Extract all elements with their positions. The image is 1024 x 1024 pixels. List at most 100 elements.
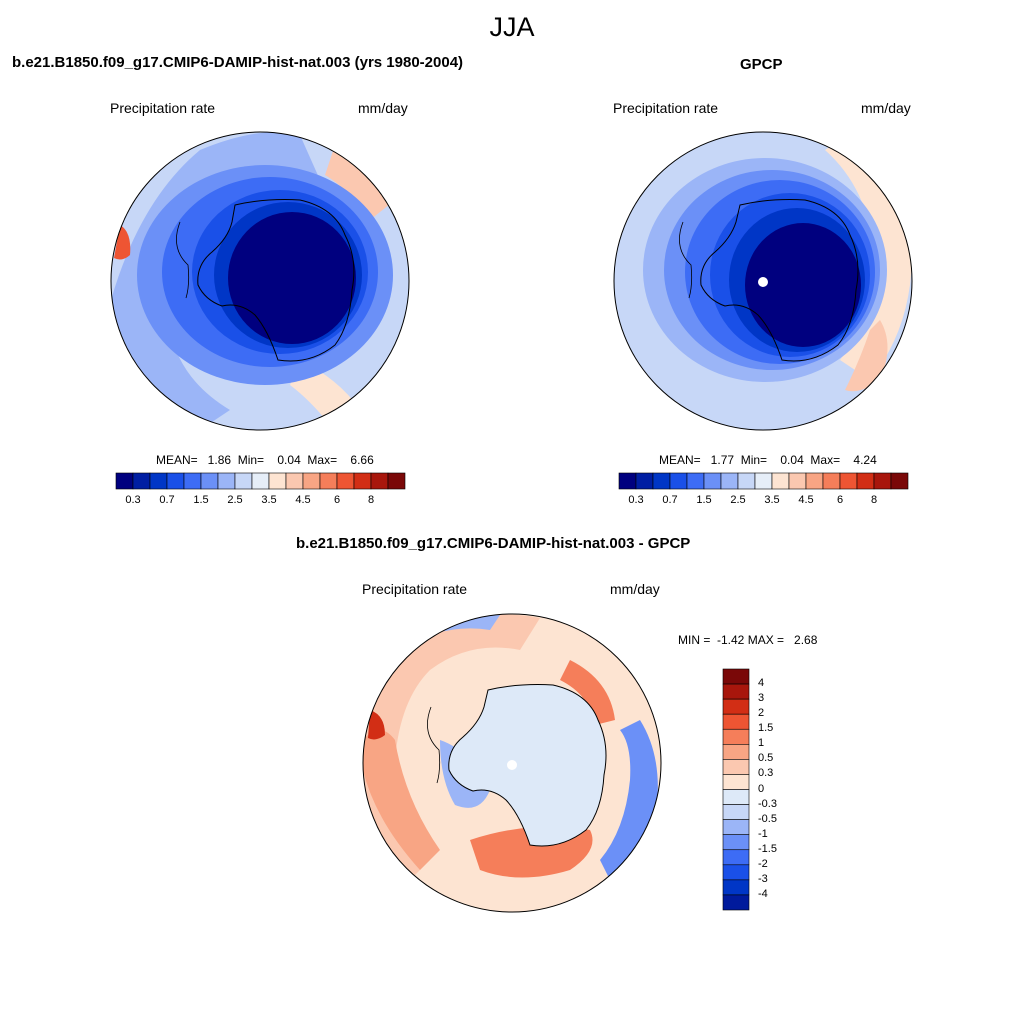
map2-warm-patch-se — [845, 320, 888, 392]
colorbar-swatch — [387, 472, 406, 490]
colorbar-swatch — [839, 472, 858, 490]
panel1-title: b.e21.B1850.f09_g17.CMIP6-DAMIP-hist-nat… — [12, 54, 464, 71]
colorbar-swatch — [302, 472, 321, 490]
map2-pole-hole — [758, 277, 768, 287]
colorbar-tick-label: 0.3 — [628, 494, 644, 506]
colorbar-1 — [115, 472, 406, 490]
colorbar-swatch — [890, 472, 909, 490]
panel3-stats: MIN = -1.42 MAX = 2.68 — [678, 633, 818, 647]
map3-frame — [362, 613, 662, 913]
map2 — [614, 132, 912, 430]
colorbar-tick-label: 8 — [870, 494, 878, 506]
colorbar-tick-label: 3.5 — [764, 494, 780, 506]
colorbar-tick-label: -0.3 — [758, 797, 777, 810]
map1-coastline — [197, 199, 355, 362]
panel2-title: GPCP — [740, 56, 783, 73]
colorbar-tick-label: 0.3 — [125, 494, 141, 506]
colorbar-swatch — [319, 472, 338, 490]
colorbar-tick-label: 0.5 — [758, 752, 774, 765]
colorbar-tick-label: 1.5 — [696, 494, 712, 506]
colorbar-swatch — [873, 472, 892, 490]
colorbar-tick-label: 0 — [758, 782, 765, 795]
colorbar-2 — [618, 472, 909, 490]
colorbar-swatch — [686, 472, 705, 490]
panel3-title: b.e21.B1850.f09_g17.CMIP6-DAMIP-hist-nat… — [296, 535, 691, 552]
colorbar-swatch — [200, 472, 219, 490]
figure-title: JJA — [489, 12, 535, 42]
colorbar-swatch — [754, 472, 773, 490]
panel2-stats: MEAN= 1.77 Min= 0.04 Max= 4.24 — [659, 453, 877, 467]
colorbar-swatch — [805, 472, 824, 490]
colorbar-swatch — [722, 789, 750, 805]
colorbar-swatch — [132, 472, 151, 490]
map1-band-outer — [111, 132, 320, 430]
colorbar-tick-label: -1.5 — [758, 842, 777, 855]
panel3-left-label: Precipitation rate — [362, 581, 468, 597]
colorbar-swatch — [722, 668, 750, 685]
map1-warm-patch-ne — [325, 145, 395, 220]
colorbar-swatch — [251, 472, 270, 490]
colorbar-3 — [722, 668, 750, 911]
map3-coastline — [448, 684, 607, 847]
colorbar-swatch — [722, 713, 750, 730]
colorbar-swatch — [669, 472, 688, 490]
colorbar-tick-label: 2.5 — [227, 494, 243, 506]
panel1-stats: MEAN= 1.86 Min= 0.04 Max= 6.66 — [156, 453, 374, 467]
colorbar-swatch — [149, 472, 168, 490]
map2-coastline — [700, 199, 859, 362]
colorbar-tick-label: 8 — [367, 494, 375, 506]
colorbar-swatch — [722, 683, 750, 700]
colorbar-tick-label: -2 — [758, 857, 768, 870]
map1-warm-patch-w — [114, 225, 131, 260]
colorbar-tick-label: -3 — [758, 872, 768, 885]
colorbar-tick-label: 6 — [333, 494, 341, 506]
map3 — [363, 614, 661, 912]
colorbar-swatch — [722, 804, 750, 820]
colorbar-tick-label: 1 — [758, 737, 765, 750]
panel3-units: mm/day — [610, 581, 660, 597]
colorbar-swatch — [370, 472, 389, 490]
colorbar-swatch — [856, 472, 875, 490]
colorbar-swatch — [722, 698, 750, 715]
colorbar-tick-label: 0.7 — [662, 494, 678, 506]
colorbar-swatch — [722, 879, 750, 896]
map3-warm-patch-ne — [560, 660, 615, 725]
colorbar-swatch — [720, 472, 739, 490]
colorbar-swatch — [234, 472, 253, 490]
map1-frame — [110, 131, 410, 431]
colorbar-tick-label: 2 — [758, 707, 765, 720]
colorbar-swatch — [183, 472, 202, 490]
colorbar-swatch — [353, 472, 372, 490]
colorbar-swatch — [771, 472, 790, 490]
colorbar-swatch — [336, 472, 355, 490]
colorbar-swatch — [217, 472, 236, 490]
colorbar-swatch — [722, 774, 750, 790]
colorbar-swatch — [635, 472, 654, 490]
map3-interior-field — [448, 684, 606, 846]
colorbar-swatch — [268, 472, 287, 490]
map3-hot-patch-w — [368, 710, 385, 740]
panel1-units: mm/day — [358, 100, 408, 116]
colorbar-swatch — [722, 834, 750, 851]
panel1-left-label: Precipitation rate — [110, 100, 216, 116]
map1-core — [228, 212, 356, 344]
colorbar-swatch — [722, 759, 750, 775]
colorbar-swatch — [737, 472, 756, 490]
colorbar-tick-label: 0.7 — [159, 494, 175, 506]
colorbar-tick-label: 1.5 — [758, 722, 774, 735]
map2-core — [745, 223, 861, 347]
map2-peninsula — [679, 221, 693, 299]
colorbar-tick-label: 4.5 — [798, 494, 814, 506]
colorbar-swatch — [722, 864, 750, 881]
panel2-units: mm/day — [861, 100, 911, 116]
colorbar-tick-label: 4.5 — [295, 494, 311, 506]
colorbar-tick-label: 3.5 — [261, 494, 277, 506]
colorbar-tick-label: 2.5 — [730, 494, 746, 506]
colorbar-swatch — [722, 819, 750, 835]
map3-warm-band-w2 — [363, 730, 440, 870]
colorbar-swatch — [822, 472, 841, 490]
colorbar-tick-label: 6 — [836, 494, 844, 506]
map2-frame — [613, 131, 913, 431]
colorbar-tick-label: -0.5 — [758, 812, 777, 825]
map3-warm-band-w — [363, 614, 540, 880]
